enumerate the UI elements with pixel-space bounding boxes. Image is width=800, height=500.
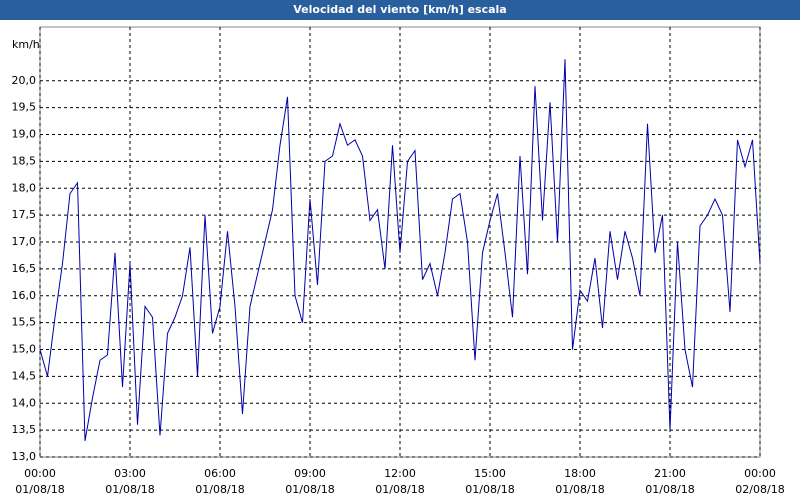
x-tick-date: 02/08/18 xyxy=(735,483,784,496)
x-tick-label: 15:00 xyxy=(474,467,506,480)
y-tick-label: 16,5 xyxy=(12,262,37,275)
x-tick-date: 01/08/18 xyxy=(555,483,604,496)
y-tick-label: 19,0 xyxy=(12,128,37,141)
x-tick-date: 01/08/18 xyxy=(375,483,424,496)
x-tick-date: 01/08/18 xyxy=(285,483,334,496)
x-tick-label: 03:00 xyxy=(114,467,146,480)
y-tick-label: 15,5 xyxy=(12,316,37,329)
y-tick-label: 18,5 xyxy=(12,154,37,167)
x-tick-label: 06:00 xyxy=(204,467,236,480)
x-tick-date: 01/08/18 xyxy=(105,483,154,496)
y-tick-label: 14,0 xyxy=(12,396,37,409)
y-tick-label: 13,5 xyxy=(12,423,37,436)
x-tick-label: 12:00 xyxy=(384,467,416,480)
chart: km/h 13,0 13,5 14,0 14,5 15,0 15,5 16,0 16,5 17,… xyxy=(12,26,785,496)
y-tick-label: 16,0 xyxy=(12,289,37,302)
x-tick-label: 00:00 xyxy=(24,467,56,480)
x-tick-label: 21:00 xyxy=(654,467,686,480)
y-tick-label: 17,0 xyxy=(12,235,37,248)
y-tick-label: 18,0 xyxy=(12,181,37,194)
y-tick-label: 19,5 xyxy=(12,101,37,114)
line-series xyxy=(39,59,761,441)
x-tick-date: 01/08/18 xyxy=(645,483,694,496)
y-tick-label: 20,0 xyxy=(12,74,37,87)
x-tick-label: 00:00 xyxy=(744,467,776,480)
x-tick-label: 18:00 xyxy=(564,467,596,480)
x-tick-label: 09:00 xyxy=(294,467,326,480)
y-tick-label: 14,5 xyxy=(12,369,37,382)
x-tick-date: 01/08/18 xyxy=(195,483,244,496)
x-tick-date: 01/08/18 xyxy=(15,483,64,496)
y-tick-label: 13,0 xyxy=(12,450,37,463)
y-tick-label: 15,0 xyxy=(12,343,37,356)
y-axis-label: km/h xyxy=(12,38,40,51)
y-tick-label: 17,5 xyxy=(12,208,37,221)
x-tick-date: 01/08/18 xyxy=(465,483,514,496)
title-bar: Velocidad del viento [km/h] escala xyxy=(0,0,800,20)
